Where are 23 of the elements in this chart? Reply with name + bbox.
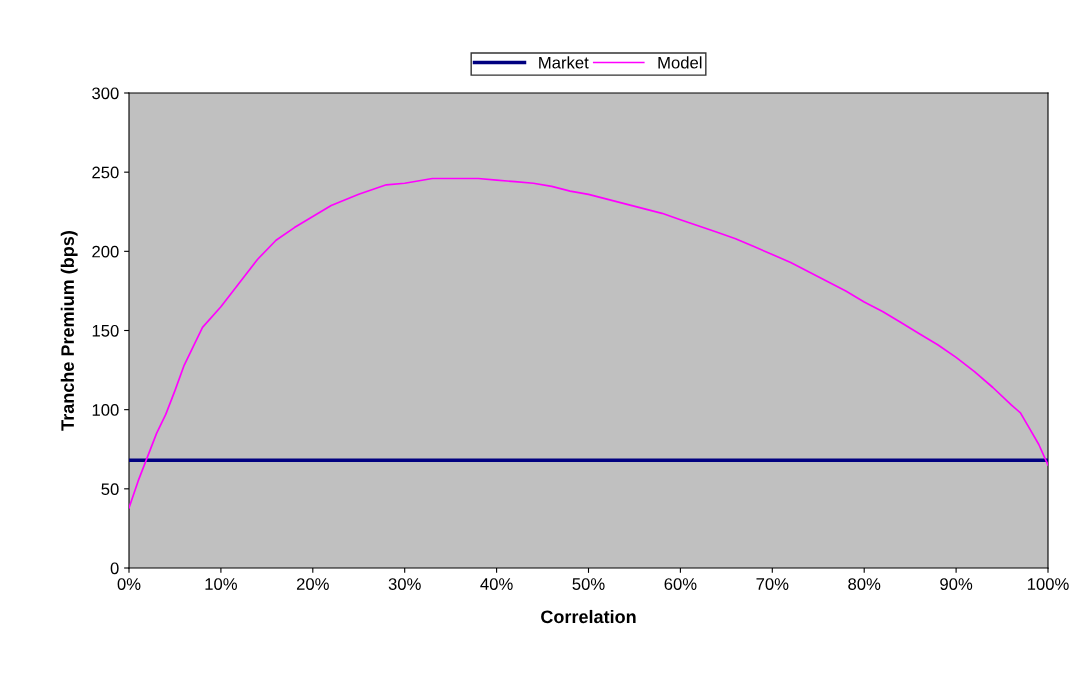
x-tick-label: 20% xyxy=(296,578,329,590)
x-tick-label: 30% xyxy=(388,578,421,590)
legend-label: Model xyxy=(658,56,702,69)
legend-label: Market xyxy=(539,56,589,69)
y-tick-label: 0 xyxy=(110,562,119,575)
y-tick-label: 200 xyxy=(92,245,119,258)
y-tick-label: 50 xyxy=(101,483,119,496)
y-tick-label: 300 xyxy=(92,87,119,100)
x-axis-title: Correlation xyxy=(541,609,636,624)
y-tick-label: 250 xyxy=(92,166,119,179)
x-tick-label: 90% xyxy=(940,578,973,590)
x-tick-label: 40% xyxy=(480,578,513,590)
x-tick-label: 0% xyxy=(117,578,141,590)
line-series xyxy=(129,177,1048,509)
x-tick-label: 70% xyxy=(756,578,789,590)
y-axis-title: Tranche Premium (bps) xyxy=(60,231,78,431)
y-tick-label: 150 xyxy=(92,324,119,337)
x-tick-label: 80% xyxy=(848,578,881,590)
x-tick-label: 60% xyxy=(664,578,697,590)
x-tick-label: 100% xyxy=(1027,578,1069,590)
y-tick-label: 100 xyxy=(92,404,119,416)
x-tick-label: 10% xyxy=(205,578,237,590)
x-tick-label: 50% xyxy=(572,578,605,590)
